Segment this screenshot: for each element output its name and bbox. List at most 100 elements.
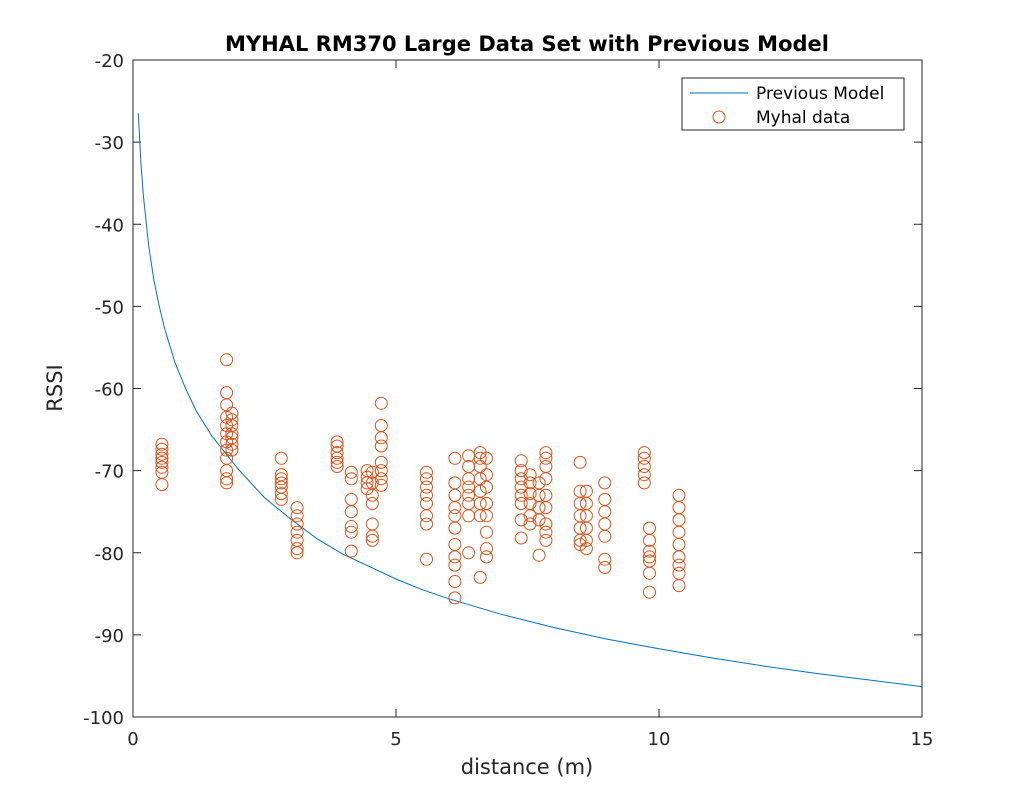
data-point [473,570,487,584]
data-point [344,505,358,519]
data-point [365,533,379,547]
data-point [637,476,651,490]
data-point [598,476,612,490]
data-point [420,480,433,494]
data-point [290,517,304,531]
data-point [420,488,433,502]
data-point [539,517,553,531]
data-point [573,538,587,551]
data-point [155,455,169,469]
y-tick-label: -70 [95,462,124,483]
data-point [374,396,388,410]
data-point [643,544,656,558]
data-point [480,509,493,523]
data-point [462,488,476,502]
data-point [220,353,234,367]
data-point [514,531,528,545]
data-point [420,552,433,566]
y-tick-label: -90 [95,626,124,647]
data-point [374,478,388,492]
data-point [274,492,288,506]
data-point [532,513,546,527]
data-point [365,529,379,543]
data-point [672,550,686,564]
previous-model-line [137,113,923,688]
data-point [514,513,528,527]
data-point [290,542,304,556]
y-axis-label: RSSI [43,364,67,411]
data-point [330,460,344,473]
data-point [480,550,493,564]
plot-area [132,59,923,718]
data-point [473,451,487,465]
data-point [360,476,374,490]
data-point [155,447,169,461]
data-point [290,501,304,515]
data-point [330,451,344,465]
data-point [330,435,344,449]
data-point [480,542,493,556]
data-point [643,550,656,564]
scatter-points-layer [155,353,686,605]
legend: Previous Model Myhal data [681,77,905,131]
data-point [523,487,537,501]
data-point [374,439,388,453]
data-point [344,472,358,486]
data-point [225,413,239,427]
data-point [448,591,462,605]
data-point [523,517,537,531]
data-point [539,501,553,515]
data-point [637,468,651,482]
data-point [365,488,379,502]
data-point [155,478,169,492]
data-point [672,579,686,593]
x-tick-label: 15 [911,729,934,750]
x-tick-label: 10 [648,729,671,750]
data-point [344,544,358,558]
data-point [598,529,612,543]
data-point [523,476,537,490]
data-point [514,472,528,486]
data-point [579,533,593,547]
data-point [274,472,288,486]
y-tick-label: -60 [95,380,124,401]
data-point [420,517,433,531]
data-point [155,437,169,451]
y-tick-label: -40 [95,215,124,236]
data-point [643,585,656,599]
data-point [448,558,462,572]
data-point [514,464,528,478]
data-point [462,546,476,560]
data-point [290,509,304,523]
data-point [598,552,612,566]
data-point [643,566,656,580]
y-tick-label: -80 [95,544,124,565]
data-point [344,520,358,533]
x-axis-label: distance (m) [461,755,594,779]
legend-box [681,77,905,131]
data-point [155,442,169,456]
data-point [155,460,169,474]
data-point [448,550,462,564]
data-point [374,455,388,469]
data-point [374,464,388,478]
data-point [637,460,651,473]
data-point [420,465,433,479]
data-point [290,546,304,560]
data-point [448,521,462,535]
y-tick-label: -100 [83,708,124,729]
data-point [573,455,587,469]
data-point [365,465,379,479]
data-point [420,472,433,486]
data-point [330,455,344,469]
data-point [274,451,288,465]
model-line-layer [137,113,923,688]
x-tick-label: 5 [390,729,401,750]
data-point [225,443,239,457]
data-point [643,533,656,547]
data-point [374,472,388,486]
data-point [448,501,462,515]
data-point [344,525,358,539]
data-point [290,525,304,539]
x-tick-label: 0 [127,729,138,750]
